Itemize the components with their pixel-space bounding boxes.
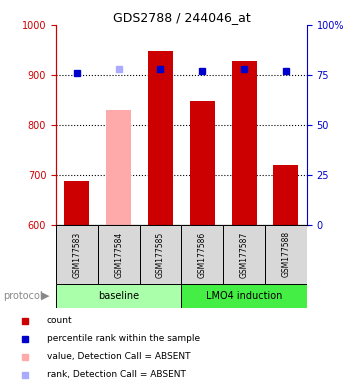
Text: LMO4 induction: LMO4 induction xyxy=(206,291,282,301)
Text: GSM177587: GSM177587 xyxy=(240,231,249,278)
Text: rank, Detection Call = ABSENT: rank, Detection Call = ABSENT xyxy=(47,371,186,379)
Bar xyxy=(56,225,98,284)
Text: GSM177585: GSM177585 xyxy=(156,231,165,278)
Text: GSM177588: GSM177588 xyxy=(282,231,291,278)
Bar xyxy=(140,225,181,284)
Bar xyxy=(106,110,131,225)
Bar xyxy=(223,225,265,284)
Text: baseline: baseline xyxy=(98,291,139,301)
Bar xyxy=(232,61,257,225)
Text: protocol: protocol xyxy=(4,291,43,301)
Bar xyxy=(181,284,307,308)
Bar xyxy=(190,101,215,225)
Bar xyxy=(98,225,140,284)
Bar xyxy=(273,165,299,225)
Text: value, Detection Call = ABSENT: value, Detection Call = ABSENT xyxy=(47,353,191,361)
Bar xyxy=(64,181,90,225)
Bar xyxy=(181,225,223,284)
Bar xyxy=(56,284,181,308)
Text: ▶: ▶ xyxy=(41,291,49,301)
Text: GSM177586: GSM177586 xyxy=(198,231,207,278)
Text: count: count xyxy=(47,316,73,325)
Text: percentile rank within the sample: percentile rank within the sample xyxy=(47,334,200,343)
Text: GSM177584: GSM177584 xyxy=(114,231,123,278)
Bar xyxy=(265,225,307,284)
Title: GDS2788 / 244046_at: GDS2788 / 244046_at xyxy=(113,11,250,24)
Text: GSM177583: GSM177583 xyxy=(72,231,81,278)
Bar xyxy=(148,51,173,225)
